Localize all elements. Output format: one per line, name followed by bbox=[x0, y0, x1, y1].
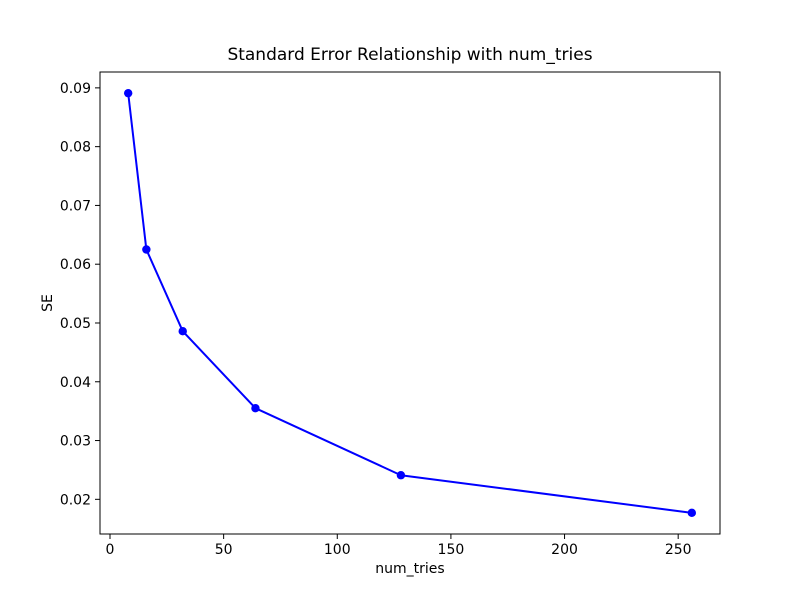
data-point bbox=[251, 404, 260, 413]
y-tick-label: 0.04 bbox=[60, 375, 91, 391]
chart-title: Standard Error Relationship with num_tri… bbox=[227, 45, 593, 65]
data-point bbox=[687, 508, 697, 518]
x-tick-label: 50 bbox=[215, 542, 233, 558]
x-tick-label: 200 bbox=[551, 542, 578, 558]
y-tick-label: 0.07 bbox=[60, 198, 91, 214]
y-tick-label: 0.09 bbox=[60, 81, 91, 97]
y-tick-label: 0.02 bbox=[60, 492, 91, 508]
se-line bbox=[127, 92, 693, 514]
data-point bbox=[142, 245, 151, 254]
x-axis-label: num_tries bbox=[375, 561, 445, 577]
x-tick-label: 0 bbox=[106, 542, 115, 558]
y-tick-label: 0.06 bbox=[60, 257, 91, 273]
data-point bbox=[178, 327, 187, 336]
y-tick-label: 0.08 bbox=[60, 140, 91, 156]
data-point bbox=[123, 88, 133, 98]
y-tick-label: 0.03 bbox=[60, 434, 91, 450]
plot-frame bbox=[99, 71, 721, 535]
y-tick-label: 0.05 bbox=[60, 316, 91, 332]
x-tick-label: 150 bbox=[438, 542, 465, 558]
x-tick-label: 250 bbox=[665, 542, 692, 558]
x-tick-label: 100 bbox=[324, 542, 351, 558]
data-point bbox=[396, 471, 406, 480]
